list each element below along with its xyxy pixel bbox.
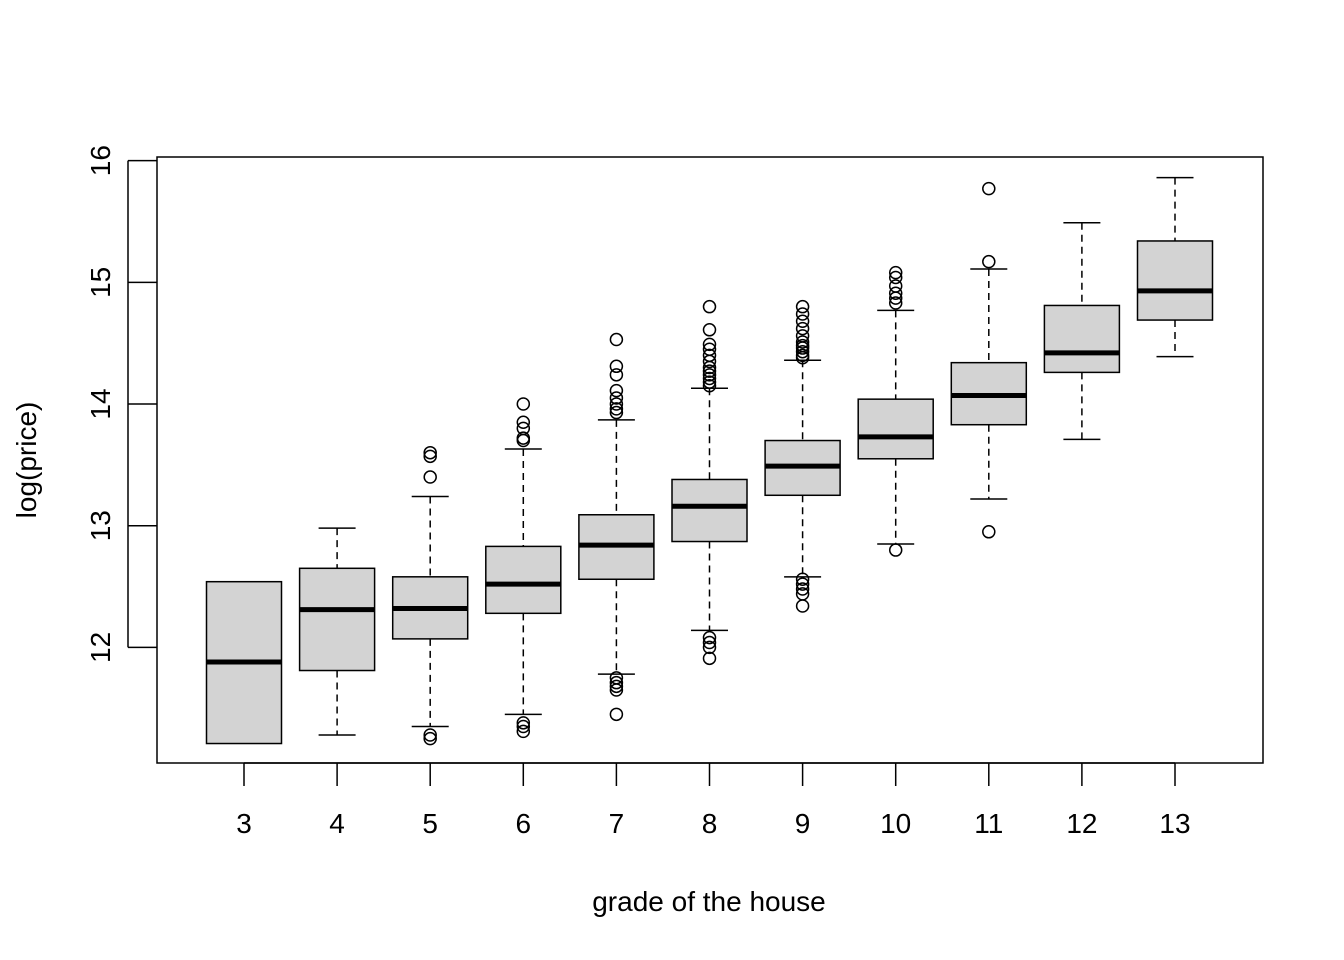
box-iqr bbox=[1136, 240, 1214, 321]
outlier-point bbox=[516, 716, 531, 730]
outlier-point bbox=[795, 314, 810, 329]
outlier-point bbox=[609, 405, 624, 420]
y-axis-title: log(price) bbox=[11, 402, 42, 519]
x-tick-label-7: 7 bbox=[609, 808, 625, 839]
outlier-point bbox=[516, 719, 531, 734]
outlier-point bbox=[982, 525, 996, 539]
box-grade-9 bbox=[764, 299, 841, 613]
x-tick-label-12: 12 bbox=[1066, 808, 1097, 839]
outlier-point bbox=[795, 351, 810, 365]
x-tick-label-4: 4 bbox=[329, 808, 345, 839]
y-tick-label-3: 15 bbox=[85, 267, 116, 298]
outlier-point bbox=[795, 307, 810, 321]
outlier-point bbox=[795, 299, 810, 314]
x-tick-label-3: 3 bbox=[236, 808, 252, 839]
box-iqr bbox=[1043, 304, 1121, 374]
outlier-point bbox=[609, 402, 624, 416]
box-grade-5 bbox=[391, 445, 469, 746]
x-tick-label-5: 5 bbox=[422, 808, 438, 839]
outlier-point bbox=[795, 344, 810, 359]
outlier-point bbox=[423, 445, 437, 460]
outlier-point bbox=[702, 360, 717, 375]
outlier-point bbox=[795, 335, 810, 349]
outlier-point bbox=[702, 635, 717, 650]
box-iqr bbox=[298, 567, 376, 672]
outlier-point bbox=[702, 630, 717, 645]
outlier-point bbox=[888, 270, 903, 285]
outlier-point bbox=[795, 577, 810, 591]
outlier-point bbox=[702, 337, 717, 352]
x-tick-label-6: 6 bbox=[516, 808, 532, 839]
outlier-point bbox=[516, 415, 531, 430]
box-iqr bbox=[857, 398, 934, 460]
outlier-point bbox=[702, 354, 717, 369]
outlier-point bbox=[609, 679, 624, 694]
y-tick-label-4: 16 bbox=[85, 145, 116, 176]
outlier-point bbox=[609, 359, 624, 374]
x-tick-label-11: 11 bbox=[974, 808, 1003, 839]
outlier-point bbox=[423, 731, 437, 746]
outlier-point bbox=[982, 254, 996, 269]
outlier-point bbox=[609, 383, 624, 398]
outlier-point bbox=[423, 470, 437, 484]
outlier-point bbox=[702, 640, 717, 655]
outlier-point bbox=[423, 728, 437, 742]
outlier-point bbox=[795, 582, 810, 596]
outlier-point bbox=[795, 341, 810, 355]
outlier-point bbox=[795, 321, 810, 336]
outlier-point bbox=[609, 707, 624, 722]
outlier-point bbox=[609, 368, 624, 382]
outlier-point bbox=[609, 675, 624, 690]
box-grade-13 bbox=[1136, 176, 1214, 358]
x-axis-title: grade of the house bbox=[592, 886, 826, 917]
outlier-point bbox=[702, 379, 717, 393]
outlier-point bbox=[516, 397, 531, 411]
outlier-point bbox=[423, 449, 437, 464]
y-tick-label-0: 12 bbox=[85, 632, 116, 663]
outlier-point bbox=[702, 371, 717, 386]
outlier-point bbox=[888, 291, 903, 305]
box-grade-12 bbox=[1043, 221, 1121, 441]
box-grade-11 bbox=[950, 181, 1028, 539]
outlier-point bbox=[702, 375, 717, 389]
outlier-point bbox=[888, 279, 903, 293]
y-tick-label-1: 13 bbox=[85, 510, 116, 541]
outlier-point bbox=[702, 323, 717, 337]
box-grade-8 bbox=[671, 299, 748, 666]
box-grade-10 bbox=[857, 265, 934, 557]
box-grade-3 bbox=[205, 580, 283, 745]
outlier-point bbox=[516, 724, 531, 739]
outlier-point bbox=[609, 391, 624, 405]
outlier-point bbox=[888, 543, 903, 557]
x-tick-label-13: 13 bbox=[1159, 808, 1190, 839]
x-axis: 3 4 5 6 7 8 9 10 11 12 13 bbox=[236, 762, 1191, 839]
outlier-point bbox=[702, 368, 717, 382]
outlier-point bbox=[795, 599, 810, 613]
outlier-point bbox=[702, 651, 717, 666]
plot-frame bbox=[156, 156, 1264, 764]
outlier-point bbox=[888, 286, 903, 301]
x-tick-label-9: 9 bbox=[795, 808, 811, 839]
x-tick-label-8: 8 bbox=[702, 808, 718, 839]
outlier-point bbox=[982, 181, 996, 196]
outlier-point bbox=[516, 433, 531, 448]
box-iqr bbox=[485, 545, 562, 615]
boxes bbox=[205, 176, 1214, 746]
outlier-point bbox=[609, 397, 624, 411]
outlier-point bbox=[702, 364, 717, 378]
outlier-point bbox=[888, 265, 903, 280]
outlier-point bbox=[888, 296, 903, 310]
outlier-point bbox=[702, 299, 717, 314]
outlier-point bbox=[609, 683, 624, 697]
x-tick-label-10: 10 bbox=[880, 808, 911, 839]
box-grade-4 bbox=[298, 527, 376, 736]
box-iqr bbox=[671, 478, 748, 543]
y-axis: 12 13 14 15 16 bbox=[85, 145, 157, 663]
outlier-point bbox=[609, 332, 624, 347]
box-grade-6 bbox=[485, 397, 562, 739]
box-grade-7 bbox=[578, 332, 655, 722]
y-tick-label-2: 14 bbox=[85, 388, 116, 419]
outlier-point bbox=[795, 572, 810, 587]
